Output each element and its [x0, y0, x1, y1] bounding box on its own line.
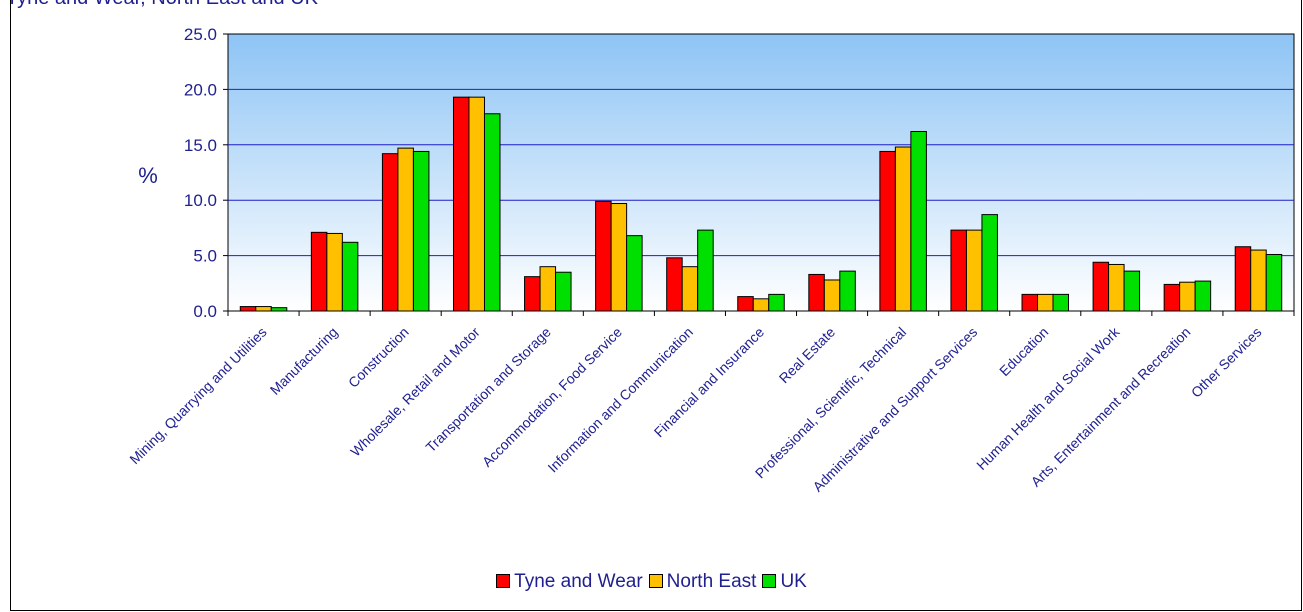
legend-swatch — [648, 574, 663, 588]
y-axis-ticks: 0.0 5.0 10.0 15.0 20.0 25.0 — [184, 25, 228, 321]
bar-uk — [1194, 280, 1212, 312]
x-category-label: Human Health and Social Work — [973, 323, 1123, 473]
bar-uk — [768, 293, 785, 312]
x-category-label: Arts, Entertainment and Recreation — [1028, 324, 1194, 490]
bar-uk — [483, 113, 501, 312]
bar-uk — [910, 131, 927, 312]
y-tick-label: 10.0 — [184, 191, 217, 210]
bar-uk — [981, 214, 998, 312]
legend-label: UK — [780, 571, 807, 592]
x-axis-categories: Mining, Quarrying and UtilitiesManufactu… — [126, 311, 1295, 495]
bar-north-east — [823, 279, 841, 312]
bars — [239, 96, 1283, 312]
bar-tyne-and-wear — [239, 306, 257, 312]
bar-tyne-and-wear — [808, 273, 825, 312]
bar-north-east — [894, 146, 912, 312]
x-category-label: Information and Communication — [544, 324, 696, 476]
bar-north-east — [752, 298, 770, 312]
bar-uk — [412, 150, 430, 312]
y-tick-label: 15.0 — [184, 136, 217, 155]
legend-item: North East — [648, 571, 757, 593]
legend-swatch — [496, 574, 511, 588]
legend-label: North East — [666, 571, 757, 592]
bar-tyne-and-wear — [950, 229, 967, 312]
bar-uk — [1052, 293, 1070, 312]
bar-uk — [839, 270, 856, 312]
bar-north-east — [397, 147, 414, 312]
bar-tyne-and-wear — [1092, 261, 1110, 312]
x-category-label: Construction — [345, 324, 412, 391]
x-category-label: Real Estate — [776, 324, 839, 387]
chart-title: Tyne and Wear, North East and UK — [6, 0, 319, 9]
bar-tyne-and-wear — [737, 296, 754, 312]
bar-north-east — [326, 232, 343, 312]
x-category-label: Accommodation, Food Service — [479, 324, 625, 470]
bar-tyne-and-wear — [452, 96, 470, 312]
bar-tyne-and-wear — [879, 150, 896, 312]
bar-north-east — [1037, 293, 1054, 312]
bar-tyne-and-wear — [381, 153, 399, 312]
y-tick-label: 5.0 — [193, 247, 217, 266]
bar-tyne-and-wear — [1163, 283, 1181, 312]
bar-uk — [626, 235, 643, 312]
legend-swatch — [762, 574, 777, 588]
legend-item: Tyne and Wear — [496, 571, 643, 593]
y-tick-label: 0.0 — [193, 302, 217, 321]
bar-tyne-and-wear — [1234, 246, 1252, 312]
bar-north-east — [468, 96, 485, 312]
legend: Tyne and Wear North East UK — [0, 571, 1303, 593]
bar-uk — [341, 241, 359, 312]
bar-north-east — [1250, 249, 1267, 312]
bar-north-east — [1108, 263, 1125, 312]
bar-north-east — [681, 266, 699, 312]
x-category-label: Manufacturing — [267, 324, 341, 398]
bar-uk — [555, 271, 572, 312]
bar-uk — [270, 307, 288, 312]
chart-frame — [10, 0, 1302, 611]
legend-item: UK — [762, 571, 807, 593]
bar-north-east — [255, 306, 272, 312]
y-axis-label: % — [138, 163, 158, 188]
bar-tyne-and-wear — [595, 200, 612, 312]
bar-north-east — [610, 203, 628, 312]
bar-uk — [1265, 253, 1283, 312]
bar-tyne-and-wear — [524, 276, 541, 312]
x-category-label: Other Services — [1188, 324, 1265, 401]
x-category-label: Transportation and Storage — [422, 324, 554, 456]
bar-uk — [1123, 270, 1141, 312]
legend-label: Tyne and Wear — [514, 571, 643, 592]
bar-north-east — [1179, 281, 1196, 312]
bar-uk — [697, 229, 714, 312]
bar-north-east — [539, 266, 557, 312]
bar-tyne-and-wear — [1021, 293, 1039, 312]
y-tick-label: 25.0 — [184, 25, 217, 44]
bar-tyne-and-wear — [666, 257, 683, 312]
x-category-label: Wholesale, Retail and Motor — [347, 324, 483, 460]
bar-north-east — [965, 229, 983, 312]
x-category-label: Professional, Scientific, Technical — [752, 324, 909, 481]
x-category-label: Mining, Quarrying and Utilities — [126, 324, 269, 467]
x-category-label: Education — [996, 324, 1051, 379]
y-tick-label: 20.0 — [184, 80, 217, 99]
bar-tyne-and-wear — [310, 231, 328, 312]
